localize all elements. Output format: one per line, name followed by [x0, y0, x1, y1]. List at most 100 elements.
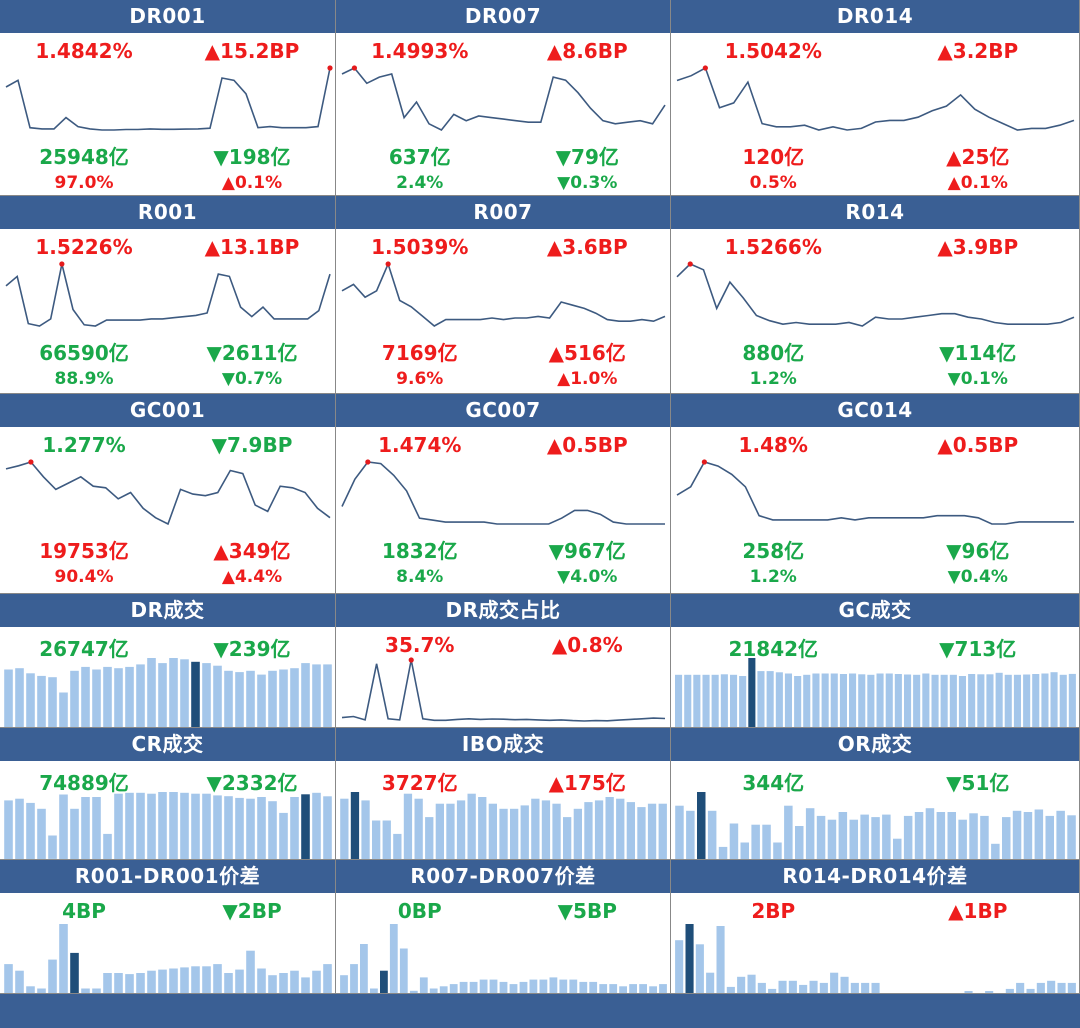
- bar: [15, 668, 24, 727]
- bar: [849, 819, 858, 859]
- bar: [867, 674, 875, 727]
- bar: [659, 984, 667, 993]
- bar: [947, 812, 956, 859]
- volume-value: 1832亿: [381, 539, 458, 563]
- bar: [446, 803, 455, 859]
- bar: [894, 674, 902, 727]
- rate-change: ▲3.9BP: [937, 235, 1019, 259]
- bar-latest: [70, 952, 79, 993]
- bar: [59, 794, 68, 859]
- bar: [372, 820, 381, 859]
- bar: [751, 824, 760, 859]
- series-line: [5, 263, 331, 327]
- chart: [5, 261, 331, 327]
- bar: [795, 826, 804, 859]
- bar: [191, 966, 200, 993]
- share-change: ▼0.4%: [947, 567, 1008, 587]
- bar: [773, 842, 782, 859]
- panel-10: DR成交 26747亿 ▼239亿: [0, 594, 336, 728]
- share-value: 1.2%: [749, 369, 797, 389]
- rate-change: ▼2332亿: [206, 771, 298, 795]
- bar: [4, 964, 13, 993]
- panel-title: IBO成交: [336, 728, 670, 761]
- bar: [301, 977, 310, 993]
- bar: [980, 815, 989, 859]
- bar: [757, 671, 765, 727]
- max-point: [327, 65, 333, 71]
- bar: [830, 673, 838, 727]
- bar: [1068, 673, 1076, 727]
- bar: [584, 802, 593, 859]
- panel-15: OR成交 344亿 ▼51亿: [671, 728, 1080, 860]
- bar: [92, 797, 101, 859]
- series-line: [676, 461, 1074, 525]
- bar: [389, 924, 398, 993]
- bar: [616, 798, 625, 859]
- bar: [876, 673, 884, 727]
- bar: [459, 981, 468, 993]
- bar: [370, 988, 378, 993]
- series-line: [341, 261, 666, 327]
- bar: [969, 813, 978, 859]
- bar: [799, 984, 808, 993]
- share-value: 8.4%: [396, 567, 444, 587]
- bar: [103, 666, 112, 727]
- bar: [312, 792, 321, 859]
- volume-value: 258亿: [742, 539, 805, 563]
- bar: [323, 964, 332, 993]
- bar: [658, 803, 667, 859]
- bar: [393, 833, 402, 859]
- bar: [931, 674, 939, 727]
- bar: [740, 842, 749, 859]
- bar: [1002, 817, 1011, 859]
- bar: [904, 674, 912, 727]
- bar: [449, 984, 458, 993]
- bar: [605, 797, 614, 859]
- volume-value: 66590亿: [39, 341, 129, 365]
- bar: [788, 980, 797, 993]
- rate-value: 0BP: [397, 899, 442, 923]
- panel-title: OR成交: [671, 728, 1079, 761]
- bar: [1004, 674, 1012, 727]
- share-value: 88.9%: [54, 369, 114, 389]
- bar: [711, 674, 719, 727]
- series-line: [5, 67, 331, 131]
- bar: [191, 793, 200, 859]
- bar: [15, 970, 24, 993]
- bar: [1067, 815, 1076, 859]
- bar: [839, 674, 847, 727]
- bar: [914, 812, 924, 859]
- bar: [730, 674, 738, 727]
- panel-4: R001 1.5226% ▲13.1BP 66590亿 ▼2611亿 88.9% ▼0.7%: [0, 196, 336, 394]
- bar: [729, 823, 739, 859]
- bar: [718, 846, 728, 859]
- rate-change: ▲0.5BP: [546, 433, 628, 457]
- rate-value: 74889亿: [39, 771, 129, 795]
- bar: [147, 658, 156, 727]
- bar: [803, 674, 811, 727]
- bar: [702, 674, 710, 727]
- bar: [809, 980, 818, 993]
- bar: [695, 944, 704, 993]
- panel-12: GC成交 21842亿 ▼713亿: [671, 594, 1080, 728]
- bar: [114, 668, 123, 727]
- bar: [573, 808, 582, 859]
- panel-title: R007: [336, 196, 670, 229]
- rate-value: 344亿: [742, 771, 805, 795]
- bar: [92, 669, 101, 727]
- series-line: [341, 659, 666, 722]
- bar-latest: [380, 970, 388, 993]
- bar: [509, 984, 518, 993]
- bar: [768, 988, 777, 993]
- chart: [676, 261, 1075, 327]
- bar: [1041, 673, 1049, 727]
- rate-change: ▲1BP: [948, 899, 1008, 923]
- bar: [1012, 810, 1022, 859]
- rate-value: 3727亿: [381, 771, 458, 795]
- volume-change: ▼114亿: [939, 341, 1017, 365]
- bar: [541, 800, 551, 859]
- bar: [784, 805, 793, 859]
- panel-title: R001-DR001价差: [0, 860, 335, 893]
- panel-title: DR007: [336, 0, 670, 33]
